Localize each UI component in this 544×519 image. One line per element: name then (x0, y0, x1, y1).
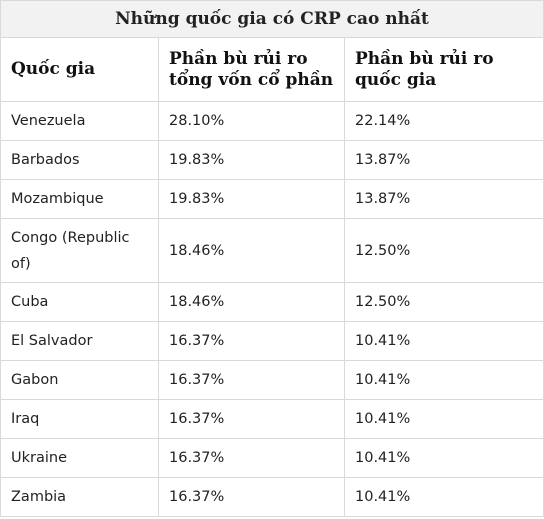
table-title: Những quốc gia có CRP cao nhất (0, 0, 544, 38)
cell-country: El Salvador (0, 321, 159, 361)
cell-country: Mozambique (0, 179, 159, 219)
cell-country-premium: 12.50% (343, 282, 544, 322)
cell-total-equity-premium: 19.83% (158, 179, 345, 219)
cell-country: Congo (Republic of) (0, 218, 159, 283)
cell-total-equity-premium: 16.37% (158, 438, 345, 478)
cell-country-premium: 12.50% (343, 218, 544, 283)
table-row: Ukraine 16.37% 10.41% (0, 438, 544, 478)
cell-country: Ukraine (0, 438, 159, 478)
table-header-row: Quốc gia Phần bù rủi ro tổng vốn cổ phần… (0, 37, 544, 102)
table-caption-row: Những quốc gia có CRP cao nhất (0, 0, 544, 38)
cell-country-premium: 13.87% (343, 179, 544, 219)
header-country-premium: Phần bù rủi ro quốc gia (343, 37, 544, 102)
cell-total-equity-premium: 16.37% (158, 360, 345, 400)
cell-country-premium: 10.41% (343, 477, 544, 517)
cell-total-equity-premium: 18.46% (158, 282, 345, 322)
table-row: Mozambique 19.83% 13.87% (0, 179, 544, 219)
table-row: Iraq 16.37% 10.41% (0, 399, 544, 439)
cell-total-equity-premium: 16.37% (158, 477, 345, 517)
cell-total-equity-premium: 19.83% (158, 140, 345, 180)
cell-country-premium: 22.14% (343, 101, 544, 141)
cell-country-premium: 10.41% (343, 399, 544, 439)
cell-country-premium: 10.41% (343, 360, 544, 400)
header-total-equity-premium: Phần bù rủi ro tổng vốn cổ phần (158, 37, 345, 102)
table-row: Gabon 16.37% 10.41% (0, 360, 544, 400)
cell-country: Iraq (0, 399, 159, 439)
table-row: Cuba 18.46% 12.50% (0, 282, 544, 322)
cell-country: Gabon (0, 360, 159, 400)
header-country: Quốc gia (0, 37, 159, 102)
table-row: El Salvador 16.37% 10.41% (0, 321, 544, 361)
cell-total-equity-premium: 18.46% (158, 218, 345, 283)
cell-total-equity-premium: 16.37% (158, 399, 345, 439)
cell-country: Zambia (0, 477, 159, 517)
cell-total-equity-premium: 28.10% (158, 101, 345, 141)
table-row: Venezuela 28.10% 22.14% (0, 101, 544, 141)
table-row: Congo (Republic of) 18.46% 12.50% (0, 218, 544, 283)
cell-country: Venezuela (0, 101, 159, 141)
table-row: Barbados 19.83% 13.87% (0, 140, 544, 180)
table-row: Zambia 16.37% 10.41% (0, 477, 544, 517)
cell-country: Cuba (0, 282, 159, 322)
cell-country-premium: 10.41% (343, 321, 544, 361)
cell-country: Barbados (0, 140, 159, 180)
cell-total-equity-premium: 16.37% (158, 321, 345, 361)
cell-country-premium: 10.41% (343, 438, 544, 478)
cell-country-premium: 13.87% (343, 140, 544, 180)
